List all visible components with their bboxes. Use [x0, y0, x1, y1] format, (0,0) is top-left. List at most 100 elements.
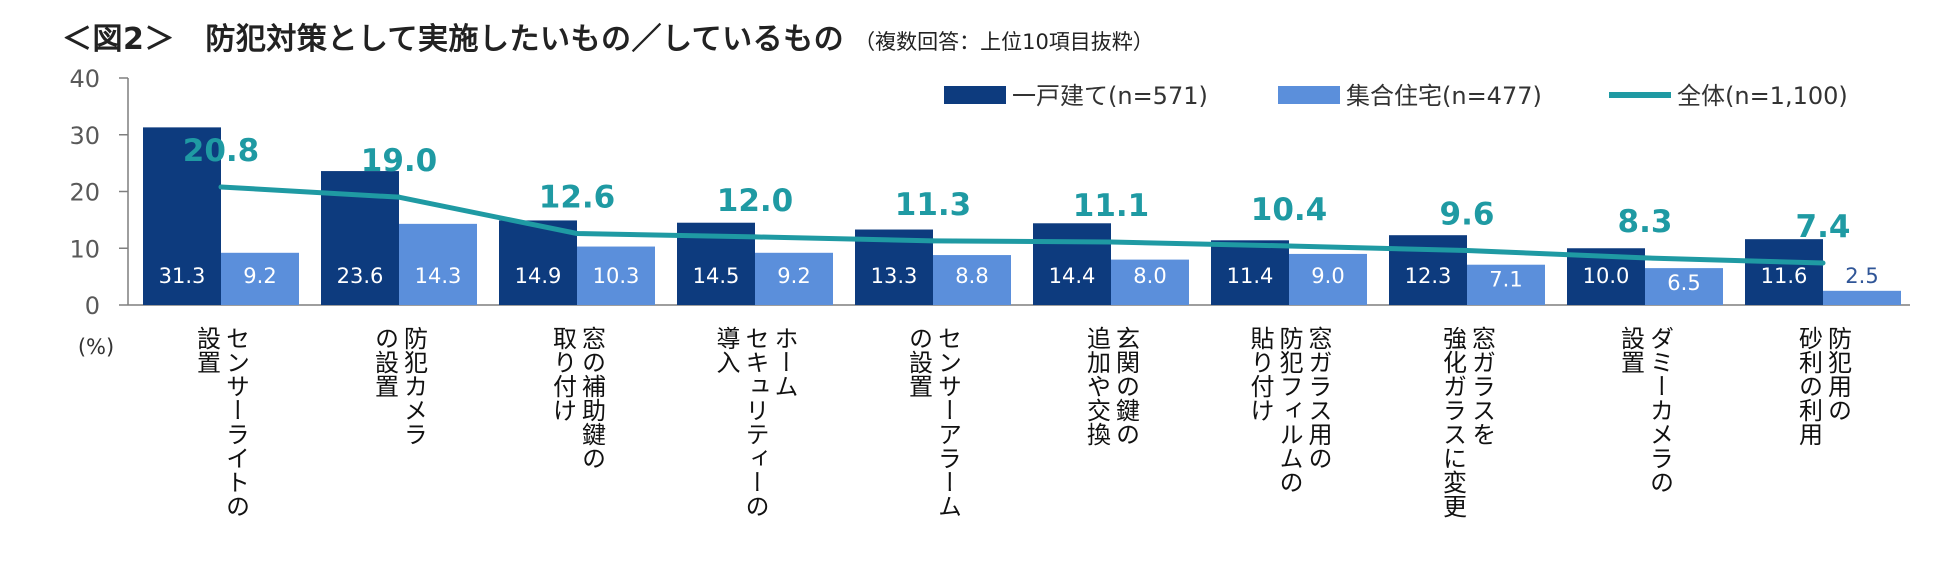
category-label-line: 追加や交換 — [1083, 326, 1111, 446]
bar-apartment — [755, 252, 833, 305]
bar-label-apartment: 9.2 — [243, 264, 276, 288]
category-label-line: 強化ガラスに変更 — [1439, 326, 1467, 518]
series-line-total — [220, 184, 1824, 266]
category-label-line: 防犯用の — [1824, 326, 1852, 422]
chart-title: ＜図2＞ 防犯対策として実施したいもの／しているもの — [62, 22, 845, 57]
line-label-total: 11.3 — [895, 187, 972, 223]
category-label-line: 貼り付け — [1246, 326, 1274, 422]
category-label-line: ホーム — [770, 326, 798, 398]
bar-label-apartment: 9.0 — [1311, 264, 1344, 288]
line-label-total: 12.0 — [717, 183, 794, 219]
category-label-line: 玄関の鍵の — [1112, 326, 1140, 446]
bar-house — [143, 127, 221, 305]
bar-label-house: 14.9 — [515, 264, 562, 288]
category-label-line: 設置 — [193, 326, 221, 374]
bar-apartment — [577, 246, 655, 305]
line-point-total — [218, 184, 224, 190]
line-point-total — [1108, 239, 1114, 245]
category-label-line: 砂利の利用 — [1795, 326, 1823, 446]
category-label-line: センサーアラーム — [934, 326, 962, 518]
bar-label-house: 13.3 — [871, 264, 918, 288]
category-label-line: 取り付け — [549, 326, 577, 422]
chart-subtitle: （複数回答：上位10項目抜粋） — [854, 30, 1154, 54]
y-tick-label: 0 — [85, 292, 100, 320]
bar-label-apartment: 8.8 — [955, 264, 988, 288]
y-tick-label: 30 — [69, 122, 100, 150]
legend-label: 一戸建て(n=571) — [1012, 82, 1208, 110]
bar-label-apartment: 2.5 — [1845, 264, 1878, 288]
line-point-total — [752, 234, 758, 240]
category-label-line: 防犯カメラ — [400, 326, 428, 446]
bar-label-house: 10.0 — [1583, 264, 1630, 288]
bar-apartment — [1467, 264, 1545, 305]
y-tick-label: 40 — [69, 65, 100, 93]
bar-label-house: 11.6 — [1761, 264, 1808, 288]
y-unit-label: (%) — [78, 335, 114, 359]
bar-apartment — [1645, 268, 1723, 305]
legend-label: 集合住宅(n=477) — [1346, 82, 1542, 110]
category-label-line: センサーライトの — [222, 326, 250, 518]
legend-item: 集合住宅(n=477) — [1278, 82, 1542, 110]
bar-label-apartment: 6.5 — [1667, 271, 1700, 295]
line-label-total: 19.0 — [361, 143, 438, 179]
line-label-total: 11.1 — [1073, 188, 1150, 224]
line-label-total: 10.4 — [1251, 192, 1328, 228]
line-label-total: 8.3 — [1618, 204, 1673, 240]
line-label-total: 20.8 — [183, 133, 260, 169]
legend-item: 全体(n=1,100) — [1609, 82, 1848, 110]
y-tick-label: 20 — [69, 179, 100, 207]
legend-swatch — [944, 86, 1006, 104]
line-point-total — [1286, 243, 1292, 249]
category-label-line: 窓ガラス用の — [1304, 326, 1332, 470]
chart-title-row: ＜図2＞ 防犯対策として実施したいもの／しているもの （複数回答：上位10項目抜粋… — [62, 14, 1154, 64]
bar-label-apartment: 8.0 — [1133, 264, 1166, 288]
bar-label-apartment: 7.1 — [1489, 268, 1522, 292]
line-label-total: 12.6 — [539, 179, 616, 215]
line-point-total — [574, 230, 580, 236]
bar-apartment — [399, 223, 477, 305]
category-label-line: 窓の補助鍵の — [578, 326, 606, 470]
bar-label-house: 31.3 — [159, 264, 206, 288]
bar-label-apartment: 9.2 — [777, 264, 810, 288]
bar-apartment — [1111, 259, 1189, 305]
line-point-total — [396, 194, 402, 200]
category-label-line: の設置 — [371, 326, 399, 398]
bar-label-house: 14.4 — [1049, 264, 1096, 288]
category-label-line: 防犯フィルムの — [1275, 326, 1303, 494]
legend-item: 一戸建て(n=571) — [944, 82, 1208, 110]
line-label-total: 7.4 — [1796, 209, 1851, 245]
line-point-total — [930, 238, 936, 244]
bar-house — [499, 220, 577, 305]
line-label-total: 9.6 — [1440, 197, 1495, 233]
category-label-line: 設置 — [1617, 326, 1645, 374]
bar-label-house: 11.4 — [1227, 264, 1274, 288]
bar-apartment — [933, 255, 1011, 305]
category-label-line: 導入 — [712, 326, 740, 374]
bar-label-house: 23.6 — [337, 264, 384, 288]
line-point-total — [1820, 260, 1826, 266]
bar-label-apartment: 10.3 — [593, 264, 640, 288]
category-label-line: セキュリティーの — [741, 326, 769, 518]
bar-house — [1033, 223, 1111, 305]
bar-apartment — [1823, 290, 1901, 305]
category-label-line: ダミーカメラの — [1646, 326, 1674, 494]
bar-label-house: 12.3 — [1405, 264, 1452, 288]
bar-house — [1211, 240, 1289, 305]
bar-label-house: 14.5 — [693, 264, 740, 288]
legend-swatch — [1278, 86, 1340, 104]
y-tick-label: 10 — [69, 235, 100, 263]
category-label-line: 窓ガラスを — [1468, 326, 1496, 446]
category-label-line: の設置 — [905, 326, 933, 398]
bar-label-apartment: 14.3 — [415, 264, 462, 288]
line-point-total — [1464, 248, 1470, 254]
